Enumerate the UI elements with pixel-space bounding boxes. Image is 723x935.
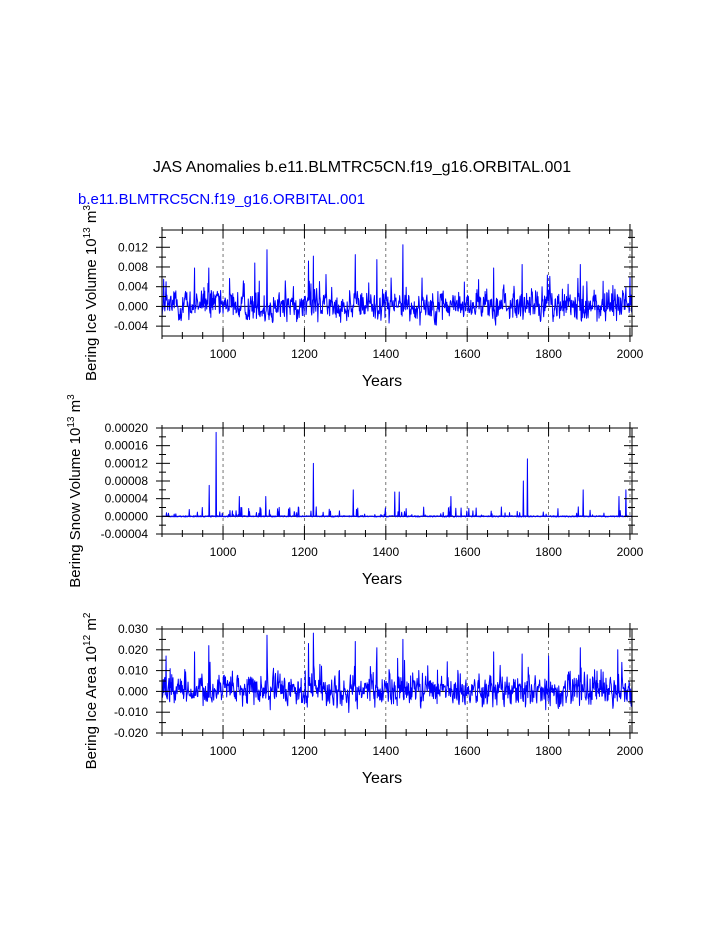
x-axis-label: Years	[362, 373, 402, 390]
y-tick-label: 0.012	[118, 240, 148, 254]
y-tick-label: -0.00004	[101, 527, 149, 541]
x-tick-label: 2000	[617, 545, 644, 559]
x-tick-label: 1200	[291, 347, 318, 361]
x-tick-label: 1000	[210, 744, 237, 758]
y-tick-label: 0.00000	[105, 509, 149, 523]
x-tick-label: 1600	[454, 744, 481, 758]
y-axis-label: Bering Ice Volume 1013 m3	[82, 205, 100, 381]
y-tick-label: 0.000	[118, 684, 148, 698]
case-label: b.e11.BLMTRC5CN.f19_g16.ORBITAL.001	[78, 191, 365, 208]
series-line	[161, 244, 633, 326]
x-tick-label: 1200	[291, 545, 318, 559]
ice-area-panel: 1000 1200 1400 1600 1800 2000 -0.020 -0.010 0.00…	[82, 612, 644, 787]
y-tick-label: 0.00008	[105, 474, 149, 488]
y-tick-label: 0.030	[118, 622, 148, 636]
x-tick-label: 1800	[535, 744, 562, 758]
x-axis-label: Years	[362, 571, 402, 588]
y-tick-label: -0.010	[114, 705, 148, 719]
y-tick-label: 0.00004	[105, 492, 149, 506]
y-tick-label: 0.00016	[105, 439, 149, 453]
y-tick-label: 0.00012	[105, 456, 149, 470]
y-tick-label: -0.004	[114, 319, 148, 333]
y-axis-label: Bering Ice Area 1012 m2	[82, 612, 100, 769]
x-tick-label: 1800	[535, 545, 562, 559]
x-tick-label: 1400	[372, 545, 399, 559]
x-tick-label: 2000	[617, 347, 644, 361]
x-tick-label: 1000	[210, 545, 237, 559]
x-tick-label: 1200	[291, 744, 318, 758]
y-axis-label: Bering Snow Volume 1013 m3	[66, 394, 84, 588]
snow-volume-panel: 1000 1200 1400 1600 1800 2000 -0.00004 0.00000 0…	[66, 394, 644, 588]
y-tick-label: 0.00020	[105, 421, 149, 435]
plot-frame	[161, 229, 633, 337]
x-tick-label: 1800	[535, 347, 562, 361]
x-tick-label: 1600	[454, 347, 481, 361]
x-tick-label: 1400	[372, 347, 399, 361]
plot-frame	[161, 427, 633, 535]
x-tick-label: 2000	[617, 744, 644, 758]
series-line	[161, 632, 633, 713]
y-tick-label: 0.008	[118, 260, 148, 274]
x-tick-label: 1000	[210, 347, 237, 361]
ice-volume-panel: 1000 1200 1400 1600 1800 2000 -0.004 0.000 0.004…	[82, 205, 644, 390]
y-tick-label: 0.004	[118, 280, 148, 294]
x-axis-label: Years	[362, 770, 402, 787]
x-tick-label: 1600	[454, 545, 481, 559]
figure-title: JAS Anomalies b.e11.BLMTRC5CN.f19_g16.OR…	[153, 159, 571, 176]
y-tick-label: 0.000	[118, 299, 148, 313]
y-tick-label: 0.020	[118, 643, 148, 657]
y-tick-label: -0.020	[114, 726, 148, 740]
series-line	[161, 431, 633, 518]
y-tick-label: 0.010	[118, 664, 148, 678]
x-tick-label: 1400	[372, 744, 399, 758]
